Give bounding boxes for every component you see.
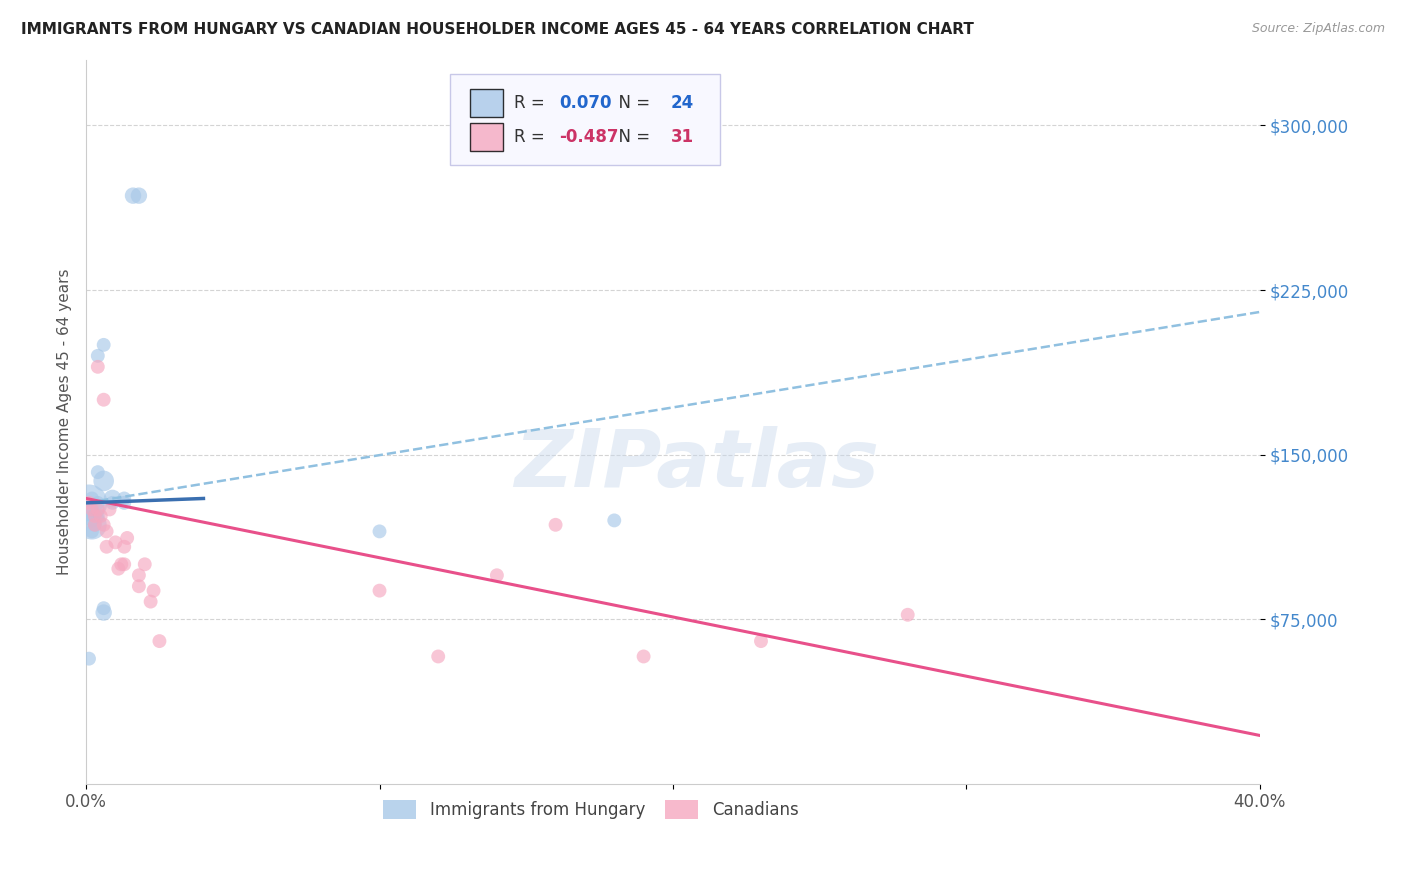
Point — [80, 502, 103, 516]
Point — [93, 392, 115, 407]
Point — [104, 535, 127, 549]
Point — [93, 474, 115, 488]
Point — [112, 558, 135, 572]
Point — [544, 517, 567, 532]
Text: R =: R = — [515, 128, 551, 146]
Point — [139, 594, 162, 608]
Point — [87, 502, 110, 516]
Point — [87, 359, 110, 374]
Point — [897, 607, 920, 622]
Point — [87, 509, 110, 524]
Point — [142, 583, 165, 598]
Point — [80, 524, 103, 539]
Point — [368, 524, 391, 539]
Point — [128, 568, 150, 582]
Point — [134, 558, 156, 572]
Point — [633, 649, 655, 664]
Point — [427, 649, 450, 664]
Point — [98, 502, 121, 516]
Point — [93, 606, 115, 620]
Point — [112, 491, 135, 506]
Point — [107, 562, 129, 576]
Point — [110, 558, 132, 572]
Point — [96, 524, 118, 539]
Point — [87, 465, 110, 479]
Point — [96, 540, 118, 554]
Point — [749, 634, 772, 648]
Point — [83, 517, 105, 532]
Point — [87, 496, 110, 510]
Point — [128, 188, 150, 202]
Point — [101, 496, 124, 510]
Text: N =: N = — [609, 128, 655, 146]
Point — [112, 540, 135, 554]
Point — [77, 496, 100, 510]
Point — [90, 509, 112, 524]
Point — [83, 517, 105, 532]
Point — [368, 583, 391, 598]
Text: 24: 24 — [671, 94, 693, 112]
Text: -0.487: -0.487 — [560, 128, 619, 146]
Point — [83, 509, 105, 524]
Text: 31: 31 — [671, 128, 693, 146]
Y-axis label: Householder Income Ages 45 - 64 years: Householder Income Ages 45 - 64 years — [58, 268, 72, 575]
Point — [80, 491, 103, 506]
Text: N =: N = — [609, 94, 655, 112]
Text: Source: ZipAtlas.com: Source: ZipAtlas.com — [1251, 22, 1385, 36]
Point — [122, 188, 145, 202]
Text: ZIPatlas: ZIPatlas — [515, 426, 879, 504]
Point — [80, 517, 103, 532]
Point — [603, 513, 626, 527]
Point — [101, 491, 124, 506]
Point — [93, 338, 115, 352]
FancyBboxPatch shape — [450, 74, 720, 165]
Text: R =: R = — [515, 94, 551, 112]
FancyBboxPatch shape — [470, 89, 503, 117]
Point — [128, 579, 150, 593]
Point — [93, 601, 115, 615]
Point — [80, 502, 103, 516]
Point — [115, 531, 138, 545]
Point — [148, 634, 170, 648]
Text: 0.070: 0.070 — [560, 94, 612, 112]
Point — [93, 517, 115, 532]
Point — [80, 513, 103, 527]
Point — [87, 349, 110, 363]
Legend: Immigrants from Hungary, Canadians: Immigrants from Hungary, Canadians — [377, 794, 806, 826]
Point — [77, 496, 100, 510]
Text: IMMIGRANTS FROM HUNGARY VS CANADIAN HOUSEHOLDER INCOME AGES 45 - 64 YEARS CORREL: IMMIGRANTS FROM HUNGARY VS CANADIAN HOUS… — [21, 22, 974, 37]
Point — [485, 568, 508, 582]
Point — [77, 651, 100, 665]
Point — [112, 496, 135, 510]
FancyBboxPatch shape — [470, 123, 503, 151]
